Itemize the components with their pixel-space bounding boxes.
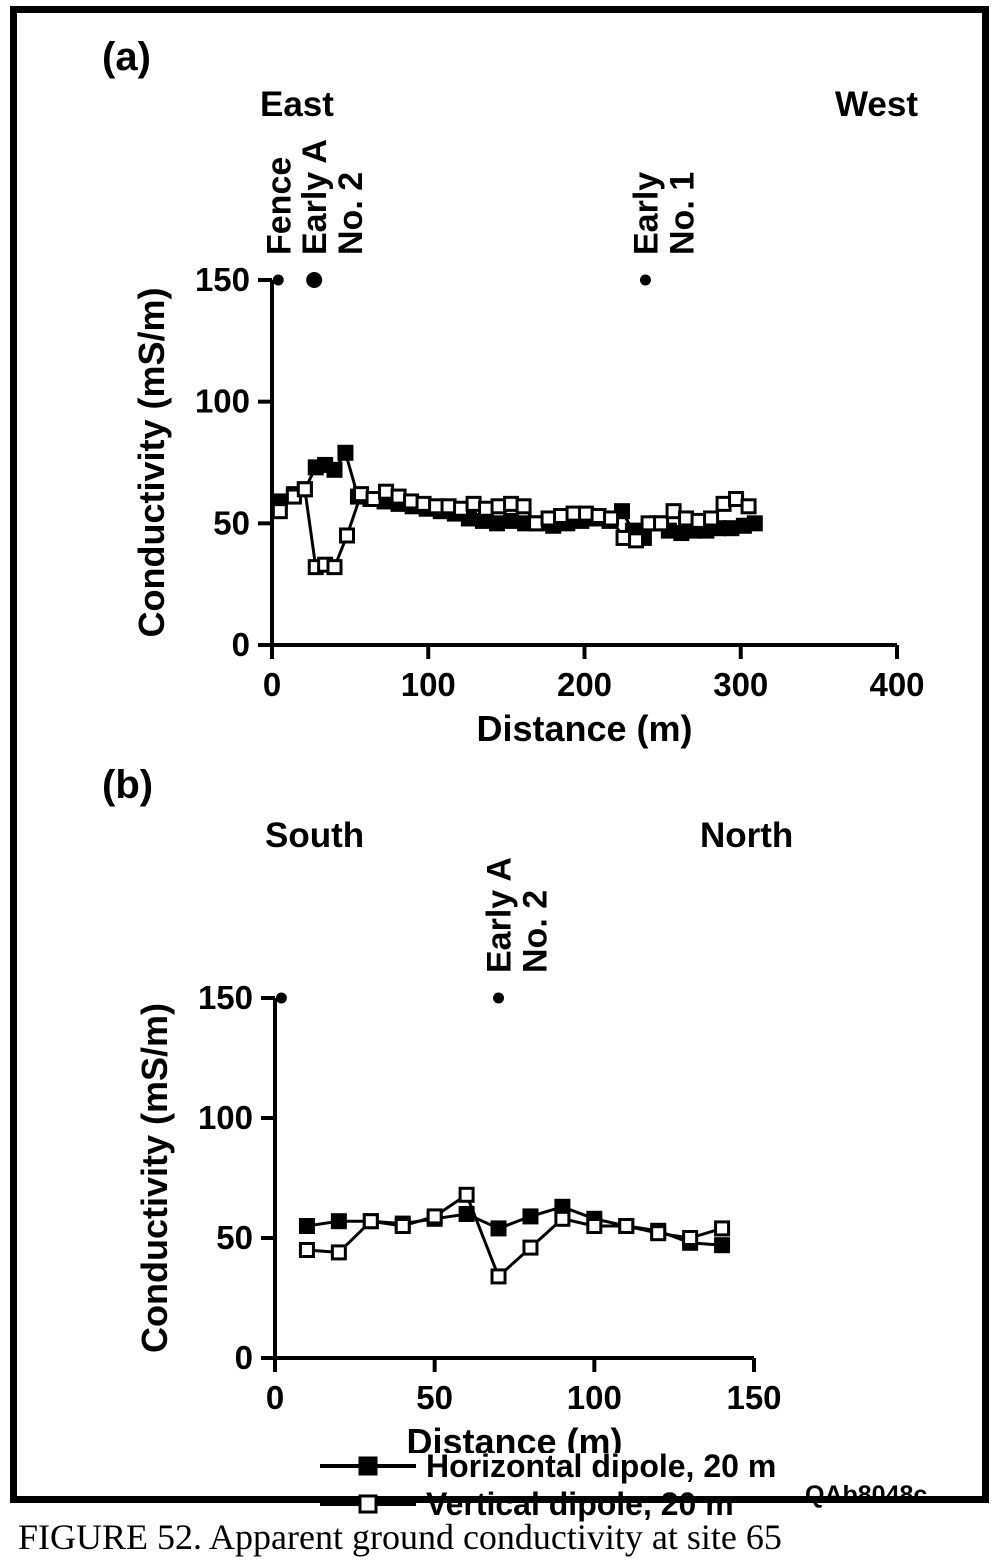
series-marker-open — [362, 1213, 379, 1230]
figure-caption: FIGURE 52. Apparent ground conductivity … — [18, 1517, 782, 1557]
y-tick-label: 150 — [195, 261, 250, 298]
chart-a-canvas: 0 50 100 150 0 100 200 300 400 Distance (m) Conduc… — [131, 139, 925, 749]
x-tick-label: 150 — [726, 1379, 781, 1416]
series-marker-filled — [714, 1237, 731, 1254]
legend: Horizontal dipole, 20 m Vertical dipole,… — [320, 1447, 776, 1523]
annotation-dot — [275, 992, 287, 1004]
annotation-label: Early — [627, 172, 665, 255]
series-marker-filled — [490, 1220, 507, 1237]
series-marker-open — [554, 1210, 571, 1227]
series-marker-filled — [326, 461, 343, 478]
series-marker-open — [618, 1218, 635, 1234]
series-marker-filled — [330, 1213, 347, 1230]
panel-b-label: (b) — [102, 763, 154, 807]
y-tick-label: 150 — [198, 979, 253, 1016]
x-tick-label: 0 — [266, 1379, 284, 1416]
x-axis-title: Distance (m) — [406, 1421, 622, 1453]
y-axis-title: Conductivity (mS/m) — [134, 1003, 175, 1353]
x-tick-label: 0 — [263, 666, 281, 703]
chart-b-canvas: 0 50 100 150 0 50 100 150 Distance (m) Conductivi… — [134, 857, 782, 1453]
filled-square-marker-icon — [320, 1456, 416, 1476]
annotation-dot — [639, 274, 651, 286]
annotation-label: No. 2 — [332, 172, 370, 255]
panel-a-label: (a) — [102, 35, 151, 79]
legend-label-vertical-dipole: Vertical dipole, 20 m — [426, 1485, 734, 1522]
series-marker-open — [740, 498, 757, 515]
series-marker-open — [628, 532, 645, 549]
series-marker-filled — [337, 444, 354, 461]
series-marker-open — [714, 1220, 731, 1237]
series-marker-open — [394, 1218, 411, 1234]
series-marker-filled — [298, 1218, 315, 1234]
figure-watermark: QAb8048c — [805, 1481, 928, 1509]
y-tick-label: 0 — [235, 1339, 253, 1376]
x-tick-label: 200 — [557, 666, 612, 703]
series-marker-open — [650, 1225, 667, 1242]
x-tick-label: 300 — [713, 666, 768, 703]
series-marker-open — [426, 1208, 443, 1225]
series-marker-open — [330, 1244, 347, 1261]
annotation-label: No. 1 — [663, 172, 701, 255]
annotation-dot — [272, 274, 284, 286]
y-tick-label: 50 — [216, 1219, 253, 1256]
panel-b-south-label: South — [265, 816, 365, 855]
annotation-dot — [306, 272, 323, 288]
legend-item-vertical-dipole: Vertical dipole, 20 m — [320, 1485, 776, 1523]
series-marker-open — [586, 1218, 603, 1234]
panel-a-east-label: East — [260, 85, 334, 124]
y-tick-label: 100 — [195, 383, 250, 420]
y-tick-label: 50 — [213, 504, 250, 541]
series-marker-open — [458, 1186, 475, 1203]
x-tick-label: 100 — [567, 1379, 622, 1416]
series-marker-filled — [503, 512, 520, 529]
series-marker-open — [703, 510, 720, 527]
panel-b-north-label: North — [700, 816, 794, 855]
x-tick-label: 50 — [416, 1379, 453, 1416]
y-axis-title: Conductivity (mS/m) — [131, 287, 172, 637]
series-marker-filled — [746, 515, 763, 532]
y-tick-label: 0 — [232, 626, 250, 663]
series-marker-open — [296, 481, 313, 498]
series-marker-open — [515, 498, 532, 515]
series-marker-open — [298, 1242, 315, 1258]
panel-a-west-label: West — [835, 85, 918, 124]
x-tick-label: 100 — [401, 666, 456, 703]
figure-border: (a) East West 0 50 100 150 0 100 200 300 400 Dist… — [10, 6, 989, 1522]
y-tick-label: 100 — [198, 1099, 253, 1136]
annotation-label: Early A — [296, 139, 334, 255]
x-tick-label: 400 — [869, 666, 924, 703]
series-marker-open — [682, 1230, 699, 1246]
legend-item-horizontal-dipole: Horizontal dipole, 20 m — [320, 1447, 776, 1485]
x-axis-title: Distance (m) — [476, 708, 692, 749]
series-marker-filled — [489, 515, 505, 532]
series-marker-open — [326, 559, 343, 576]
open-square-marker-icon — [320, 1494, 416, 1514]
annotation-label: Fence — [260, 157, 298, 255]
series-marker-filled — [522, 1208, 539, 1225]
series-marker-open — [653, 515, 670, 532]
legend-label-horizontal-dipole: Horizontal dipole, 20 m — [426, 1447, 777, 1484]
annotation-dot — [493, 992, 505, 1004]
annotation-label: No. 2 — [517, 890, 555, 973]
annotation-label: Early A — [481, 857, 519, 973]
series-marker-open — [271, 503, 288, 520]
series-marker-open — [603, 510, 620, 527]
series-marker-open — [339, 527, 355, 544]
series-marker-open — [522, 1239, 539, 1256]
series-marker-open — [490, 1268, 507, 1285]
